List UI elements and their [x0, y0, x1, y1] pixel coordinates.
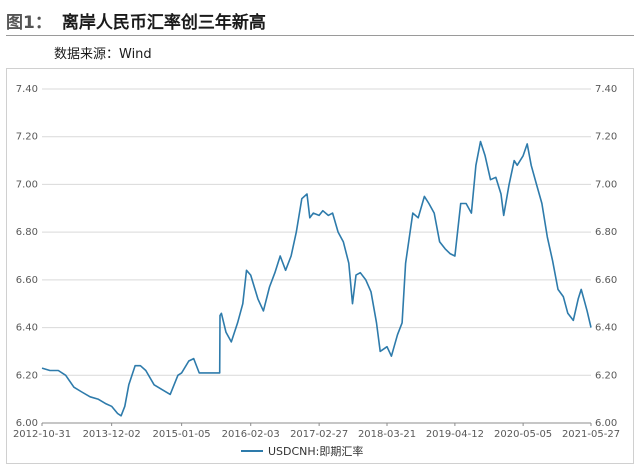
x-tick-label: 2015-01-05	[153, 429, 211, 440]
x-tick-label: 2021-05-27	[562, 429, 620, 440]
x-tick-label: 2020-05-05	[494, 429, 552, 440]
y-tick-label-left: 7.20	[16, 132, 38, 143]
x-tick-label: 2013-12-02	[83, 429, 141, 440]
y-tick-label-left: 6.60	[16, 275, 38, 286]
series-line-usdcnh	[41, 140, 592, 417]
y-tick-label-right: 7.00	[595, 179, 617, 190]
y-tick-label-right: 6.40	[595, 323, 617, 334]
x-tick-label: 2016-02-03	[222, 429, 280, 440]
figure-label: 图1：	[6, 13, 52, 33]
y-tick-label-left: 6.00	[16, 418, 38, 429]
y-tick-label-left: 7.40	[16, 84, 38, 95]
y-tick-label-right: 6.20	[595, 370, 617, 381]
legend-label: USDCNH:即期汇率	[268, 444, 363, 458]
y-tick-label-right: 7.20	[595, 132, 617, 143]
figure-title-text: 离岸人民币汇率创三年新高	[61, 13, 266, 33]
x-tick-label: 2018-03-21	[358, 429, 416, 440]
chart-frame: 6.00 6.00 6.20 6.20 6.40 6.40 6.60 6.60 6.80 6.80…	[6, 68, 634, 464]
y-tick-label-left: 6.80	[16, 227, 38, 238]
chart-svg: 6.00 6.00 6.20 6.20 6.40 6.40 6.60 6.60 6.80 6.80…	[13, 84, 620, 458]
x-tick-label: 2019-04-12	[426, 429, 484, 440]
y-tick-label-right: 6.60	[595, 275, 617, 286]
x-tick-label: 2017-02-27	[290, 429, 348, 440]
x-tick-label: 2012-10-31	[13, 429, 71, 440]
figure-header: 图1： 离岸人民币汇率创三年新高 数据来源：Wind	[0, 0, 640, 62]
y-tick-label-left: 7.00	[16, 179, 38, 190]
figure-title: 图1： 离岸人民币汇率创三年新高	[6, 8, 266, 33]
y-tick-label-left: 6.40	[16, 323, 38, 334]
data-source: 数据来源：Wind	[54, 47, 152, 62]
y-tick-label-left: 6.20	[16, 370, 38, 381]
title-divider	[6, 35, 634, 36]
y-tick-label-right: 6.80	[595, 227, 617, 238]
y-tick-label-right: 7.40	[595, 84, 617, 95]
y-tick-label-right: 6.00	[595, 418, 617, 429]
